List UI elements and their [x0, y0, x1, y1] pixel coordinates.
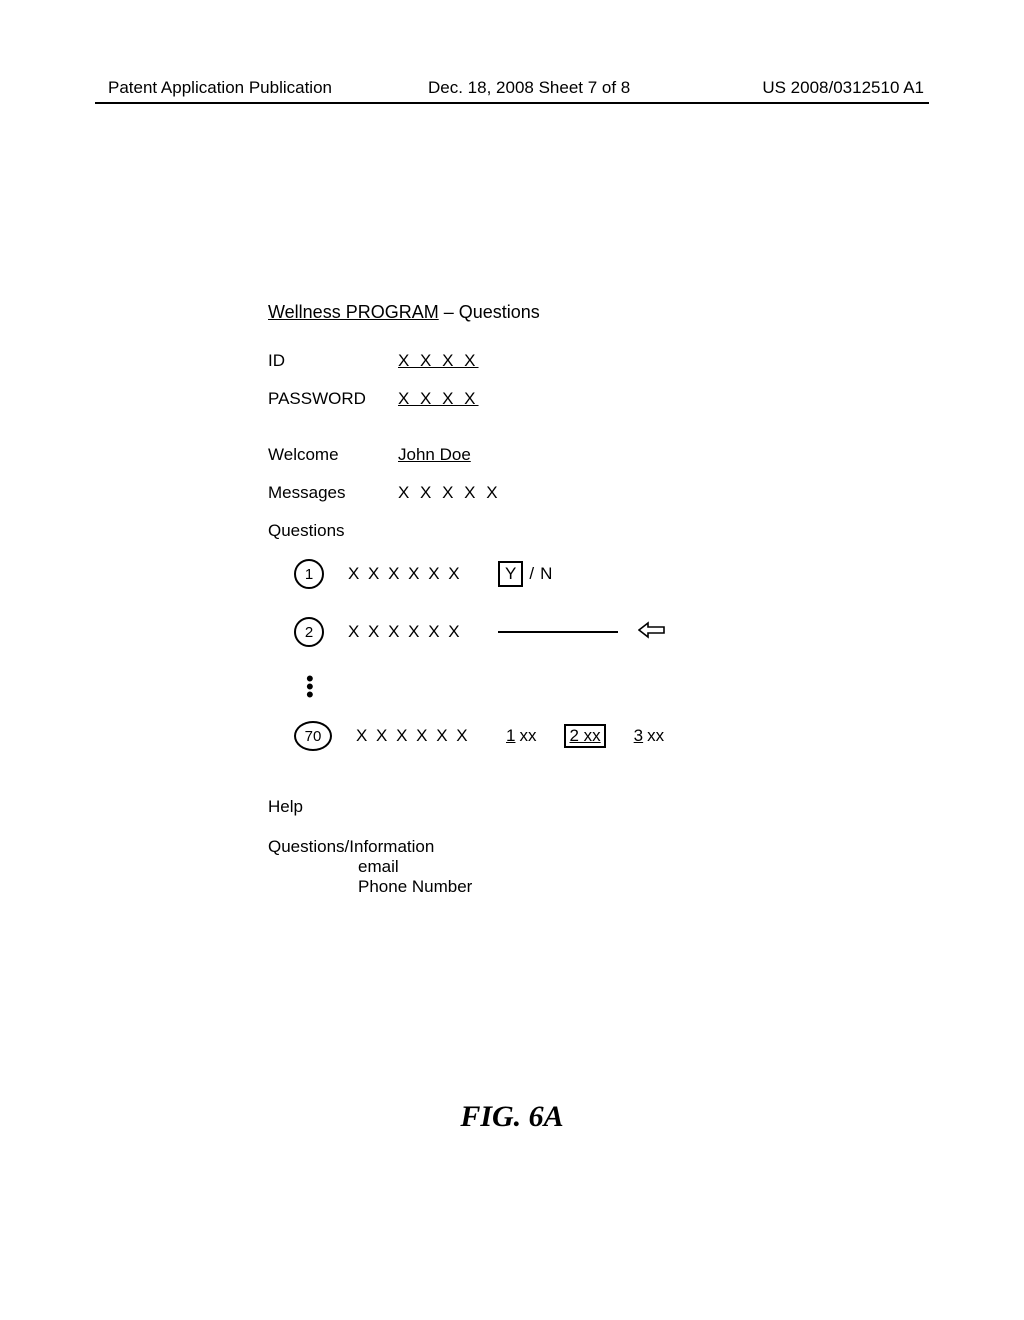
question-row-1: 1 X X X X X X Y / N: [294, 559, 788, 589]
question-text: X X X X X X: [356, 726, 506, 746]
text-answer: [498, 619, 666, 645]
questions-info-label: Questions/Information: [268, 837, 788, 857]
header-right: US 2008/0312510 A1: [762, 78, 924, 98]
password-label: PASSWORD: [268, 389, 398, 409]
question-number-icon: 2: [294, 617, 324, 647]
id-row: ID X X X X: [268, 351, 788, 371]
phone-label: Phone Number: [358, 877, 788, 897]
welcome-row: Welcome John Doe: [268, 445, 788, 465]
question-row-2: 2 X X X X X X: [294, 617, 788, 647]
yes-option[interactable]: Y: [498, 561, 523, 587]
no-option[interactable]: N: [540, 564, 552, 584]
ellipsis-vertical-icon: •••: [306, 675, 788, 699]
messages-label: Messages: [268, 483, 398, 503]
figure-content: Wellness PROGRAM – Questions ID X X X X …: [268, 302, 788, 897]
header-center: Dec. 18, 2008 Sheet 7 of 8: [428, 78, 630, 98]
welcome-label: Welcome: [268, 445, 398, 465]
header-rule: [95, 102, 929, 104]
choice-2-selected[interactable]: 2 xx: [564, 724, 605, 748]
title-underlined: Wellness PROGRAM: [268, 302, 439, 322]
question-text: X X X X X X: [348, 564, 498, 584]
question-text: X X X X X X: [348, 622, 498, 642]
question-number-icon: 70: [294, 721, 332, 751]
id-label: ID: [268, 351, 398, 371]
help-link[interactable]: Help: [268, 797, 788, 817]
header-left: Patent Application Publication: [108, 78, 332, 98]
choice-3[interactable]: 3xx: [634, 726, 664, 746]
id-field[interactable]: X X X X: [398, 351, 479, 371]
welcome-name: John Doe: [398, 445, 471, 465]
answer-input-line[interactable]: [498, 631, 618, 633]
question-row-70: 70 X X X X X X 1xx 2 xx 3xx: [294, 721, 788, 751]
password-field[interactable]: X X X X: [398, 389, 479, 409]
email-label: email: [358, 857, 788, 877]
choice-1[interactable]: 1xx: [506, 726, 536, 746]
multi-choice-answer: 1xx 2 xx 3xx: [506, 724, 664, 748]
messages-row: Messages X X X X X: [268, 483, 788, 503]
questions-label-row: Questions: [268, 521, 788, 541]
questions-list: 1 X X X X X X Y / N 2 X X X X X X: [268, 559, 788, 751]
questions-info-block: Questions/Information email Phone Number: [268, 837, 788, 897]
yes-no-answer: Y / N: [498, 561, 552, 587]
messages-value: X X X X X: [398, 483, 501, 503]
arrow-left-icon: [638, 619, 666, 645]
yn-separator: /: [529, 564, 534, 584]
page-header: Patent Application Publication Dec. 18, …: [108, 78, 924, 98]
question-number-icon: 1: [294, 559, 324, 589]
questions-label: Questions: [268, 521, 345, 541]
password-row: PASSWORD X X X X: [268, 389, 788, 409]
figure-caption: FIG. 6A: [0, 1100, 1024, 1134]
title-suffix: – Questions: [439, 302, 540, 322]
program-title: Wellness PROGRAM – Questions: [268, 302, 788, 323]
